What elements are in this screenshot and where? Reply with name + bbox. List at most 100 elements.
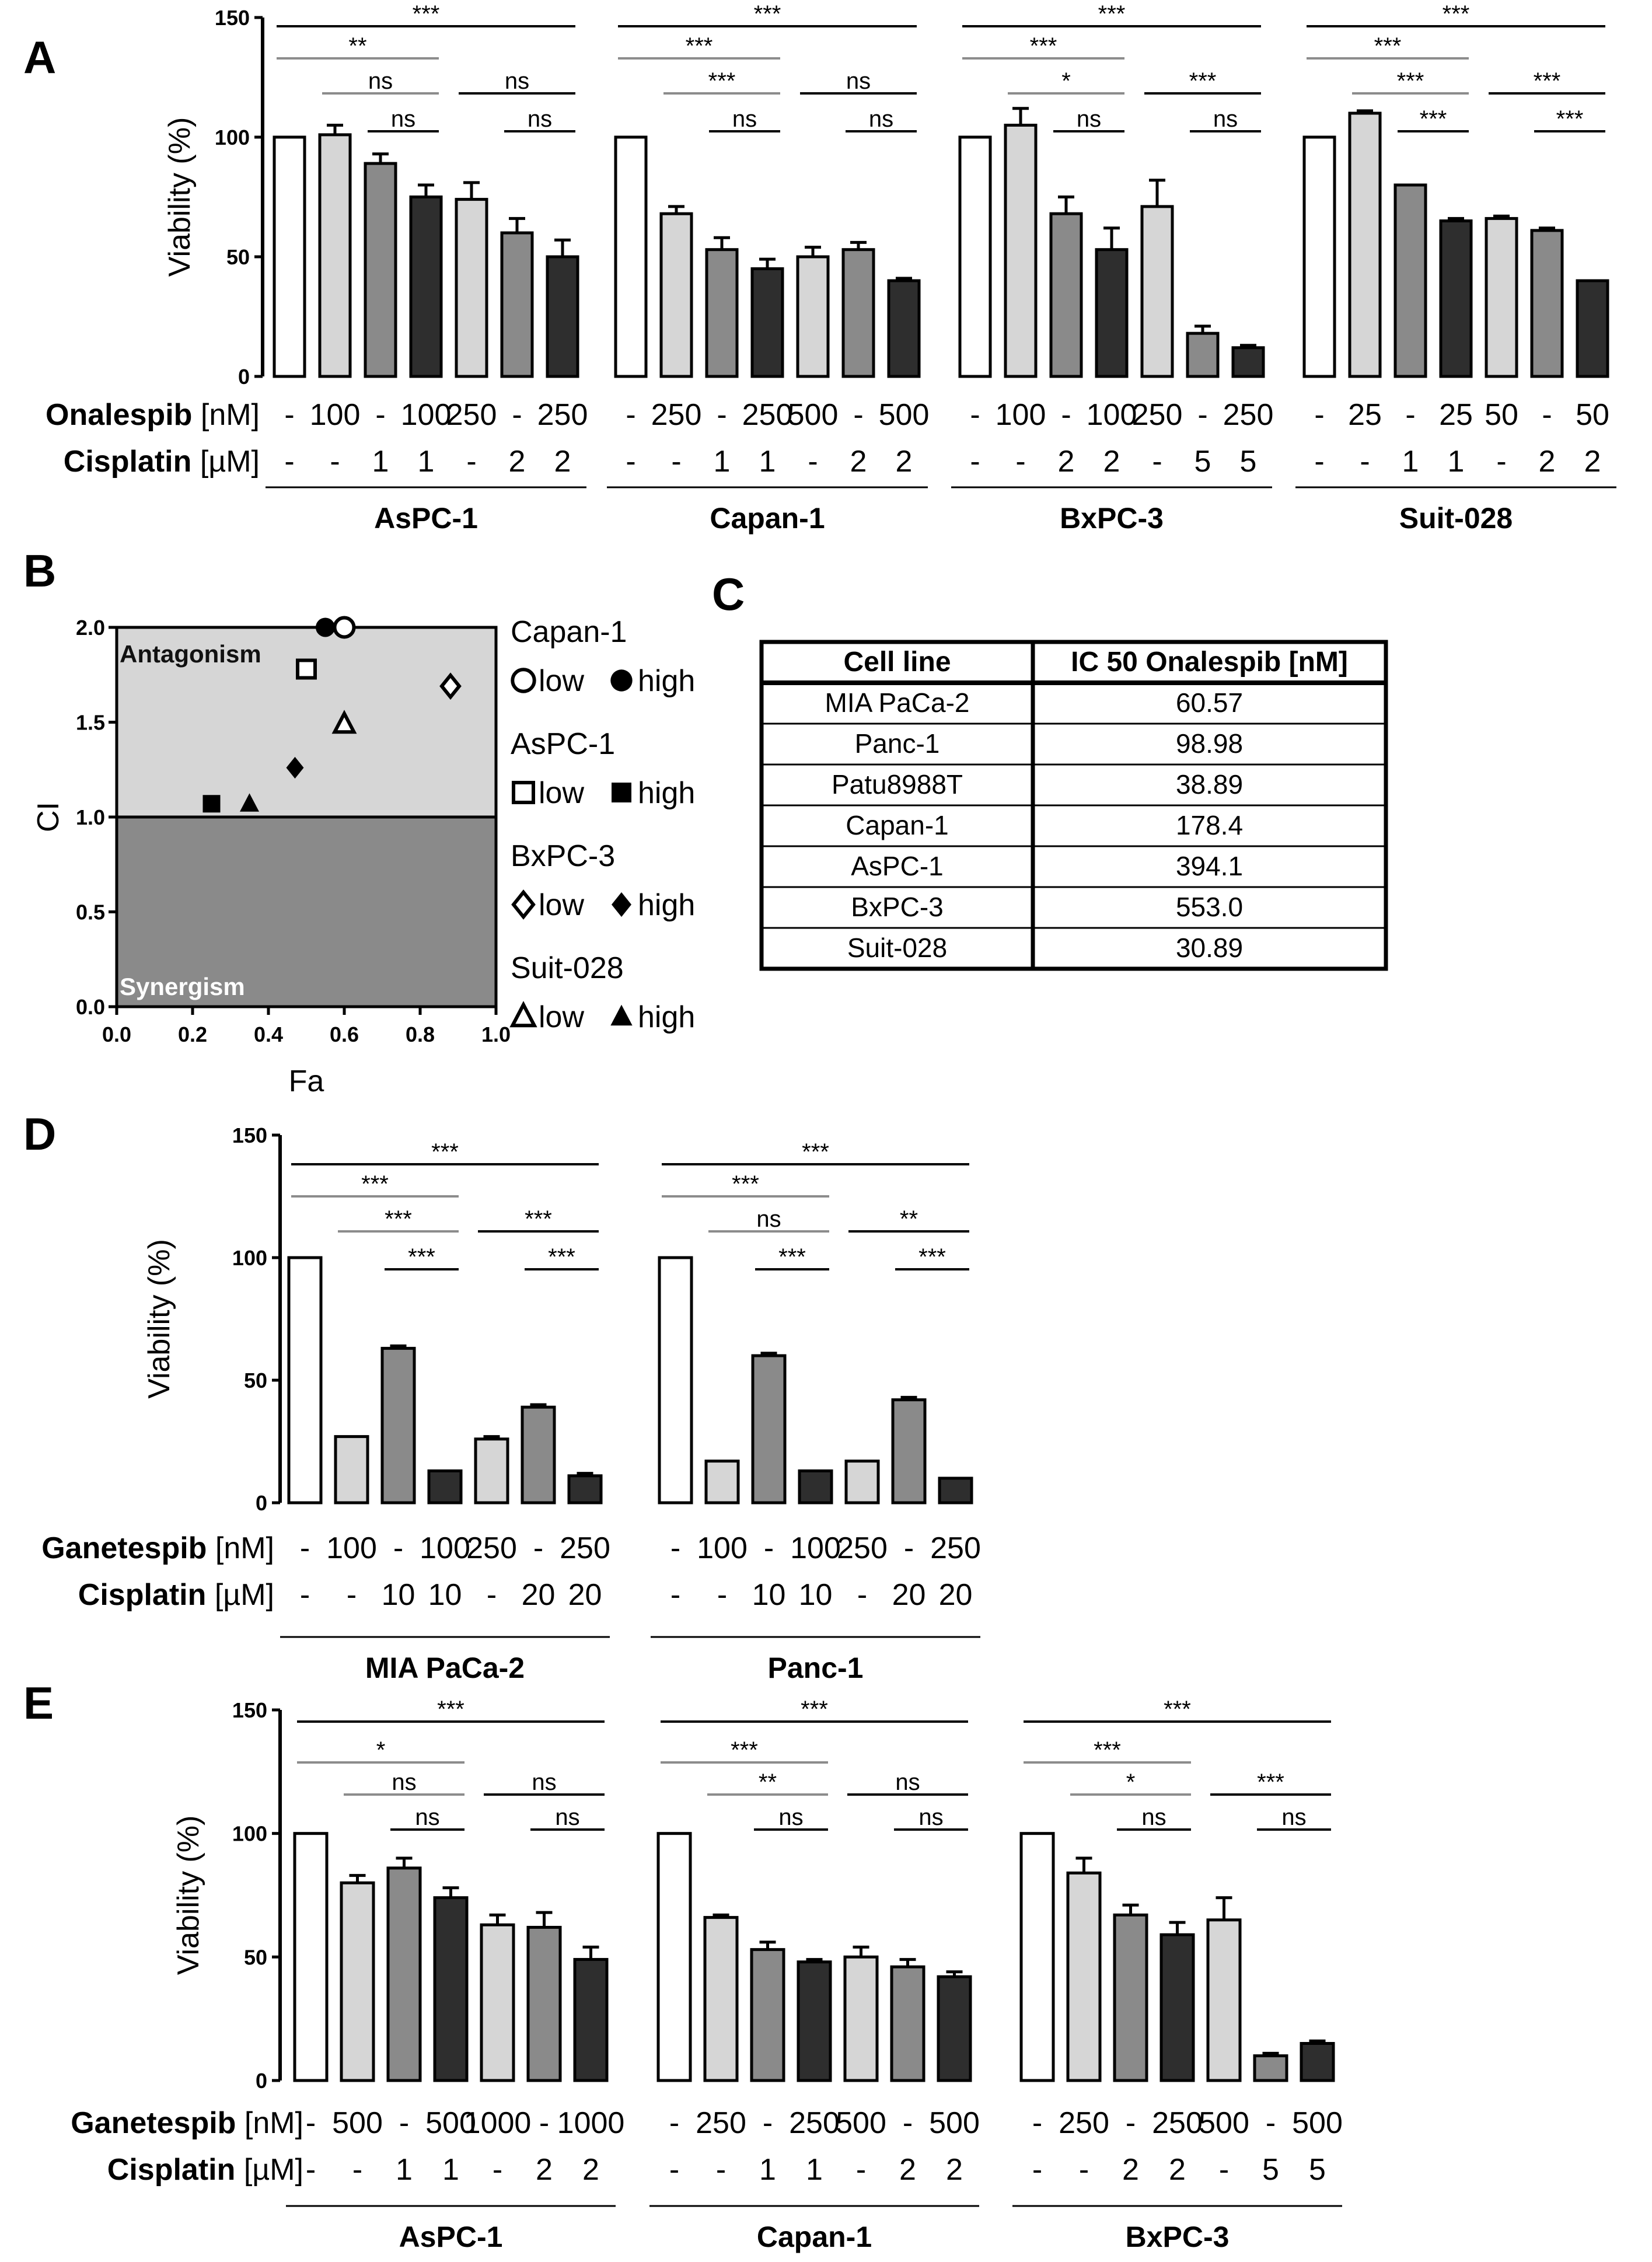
- cisplatin-dose-label: -: [1314, 445, 1324, 479]
- cisplatin-dose-label: 2: [509, 445, 526, 479]
- drug-dose-label: 50: [1485, 398, 1518, 432]
- cisplatin-dose-label: 5: [1309, 2153, 1326, 2187]
- panel-b-ci-scatter: Antagonism Synergism 0.0 0.2 0.4 0.6 0.8 1.0 0.0…: [32, 615, 695, 1098]
- bar: [750, 267, 784, 378]
- row-label-drug: Ganetespib [nM]: [71, 2106, 303, 2140]
- drug-dose-label: -: [306, 2106, 316, 2140]
- drug-dose-label: -: [903, 2106, 913, 2140]
- legend-marker-high: [612, 892, 631, 917]
- drug-dose-label: 250: [446, 398, 497, 432]
- y-axis-label: CI: [32, 802, 65, 832]
- data-point-filled-square: [202, 795, 221, 813]
- legend-cell-line: Suit-028: [511, 951, 624, 985]
- drug-dose-label: 1000: [464, 2106, 532, 2140]
- cisplatin-dose-label: -: [347, 1578, 357, 1612]
- drug-dose-label: -: [1542, 398, 1552, 432]
- bar: [958, 135, 992, 378]
- synergism-region: [117, 817, 496, 1007]
- significance-label: ns: [846, 68, 871, 94]
- table-cell-line-name: AsPC-1: [851, 851, 943, 881]
- drug-dose-label: 250: [696, 2106, 746, 2140]
- bar: [567, 1474, 603, 1504]
- significance-label: *: [376, 1737, 386, 1763]
- bar: [887, 279, 921, 378]
- bar: [455, 198, 488, 378]
- significance-label: ***: [1094, 1737, 1121, 1763]
- y-tick-label: 150: [232, 1698, 267, 1722]
- significance-label: ***: [437, 1696, 464, 1722]
- y-tick-label: 0: [256, 2069, 267, 2093]
- cisplatin-dose-label: 2: [536, 2153, 553, 2187]
- y-tick-label: 150: [215, 6, 250, 30]
- cisplatin-dose-label: 1: [372, 445, 389, 479]
- significance-label: ns: [778, 1804, 803, 1830]
- bar: [1206, 1918, 1242, 2082]
- drug-dose-label: -: [533, 1531, 543, 1565]
- cisplatin-dose-label: 2: [1122, 2153, 1139, 2187]
- drug-dose-label: -: [904, 1531, 914, 1565]
- table-ic50-value: 394.1: [1176, 851, 1243, 881]
- legend-low-label: low: [539, 1000, 584, 1034]
- drug-dose-label: 250: [742, 398, 793, 432]
- bar: [340, 1881, 375, 2082]
- bar: [1393, 183, 1427, 378]
- y-tick-label: 0: [238, 365, 250, 389]
- drug-dose-label: 25: [1439, 398, 1473, 432]
- y-tick-label: 0.0: [76, 995, 105, 1019]
- cell-line-label: Panc-1: [768, 1652, 864, 1684]
- table-ic50-value: 98.98: [1176, 728, 1243, 759]
- cell-line-label: MIA PaCa-2: [365, 1652, 525, 1684]
- x-tick-label: 0.0: [102, 1022, 131, 1046]
- drug-dose-label: 250: [1059, 2106, 1109, 2140]
- significance-label: ns: [528, 106, 552, 132]
- drug-dose-label: -: [970, 398, 980, 432]
- drug-dose-label: -: [853, 398, 863, 432]
- table-ic50-value: 178.4: [1176, 810, 1243, 840]
- bar: [546, 255, 579, 378]
- data-point-filled-diamond: [286, 756, 304, 779]
- bar: [526, 1926, 562, 2082]
- bar: [614, 135, 648, 378]
- cell-line-label: AsPC-1: [374, 502, 478, 535]
- drug-dose-label: -: [512, 398, 522, 432]
- drug-dose-label: -: [1126, 2106, 1136, 2140]
- cisplatin-dose-label: -: [284, 445, 294, 479]
- bar: [1140, 205, 1174, 378]
- cisplatin-dose-label: 2: [1584, 445, 1601, 479]
- table-cell-line-name: BxPC-3: [851, 892, 943, 922]
- bar: [843, 1955, 879, 2082]
- significance-label: ns: [415, 1804, 439, 1830]
- cisplatin-dose-label: -: [1015, 445, 1025, 479]
- y-tick-label: 2.0: [76, 616, 105, 640]
- panel-label-a: A: [23, 32, 56, 83]
- significance-label: *: [1061, 68, 1071, 94]
- cell-line-label: BxPC-3: [1060, 502, 1164, 535]
- cisplatin-dose-label: 1: [418, 445, 435, 479]
- drug-dose-label: 250: [1132, 398, 1183, 432]
- y-tick-label: 50: [226, 245, 250, 269]
- cisplatin-dose-label: -: [1152, 445, 1162, 479]
- cisplatin-dose-label: 1: [442, 2153, 459, 2187]
- cisplatin-dose-label: -: [669, 2153, 679, 2187]
- bar: [480, 1923, 515, 2082]
- significance-label: ***: [732, 1171, 759, 1197]
- cisplatin-dose-label: -: [306, 2153, 316, 2187]
- drug-dose-label: 100: [310, 398, 361, 432]
- row-label-cisplatin: Cisplatin [µM]: [78, 1578, 274, 1612]
- bar: [937, 1975, 972, 2082]
- drug-dose-label: 500: [929, 2106, 980, 2140]
- drug-dose-label: -: [764, 1531, 774, 1565]
- significance-label: ***: [1189, 68, 1217, 94]
- cisplatin-dose-label: 10: [382, 1578, 415, 1612]
- drug-dose-label: 250: [651, 398, 702, 432]
- table-header-cell-line: Cell line: [843, 647, 951, 678]
- legend-cell-line: AsPC-1: [511, 727, 615, 761]
- bar: [751, 1354, 787, 1504]
- significance-label: ***: [385, 1206, 412, 1232]
- cisplatin-dose-label: 2: [582, 2153, 599, 2187]
- bar: [1300, 2042, 1335, 2082]
- significance-label: **: [348, 33, 366, 59]
- cisplatin-dose-label: 5: [1195, 445, 1211, 479]
- drug-dose-label: 250: [1223, 398, 1274, 432]
- significance-label: ***: [525, 1206, 552, 1232]
